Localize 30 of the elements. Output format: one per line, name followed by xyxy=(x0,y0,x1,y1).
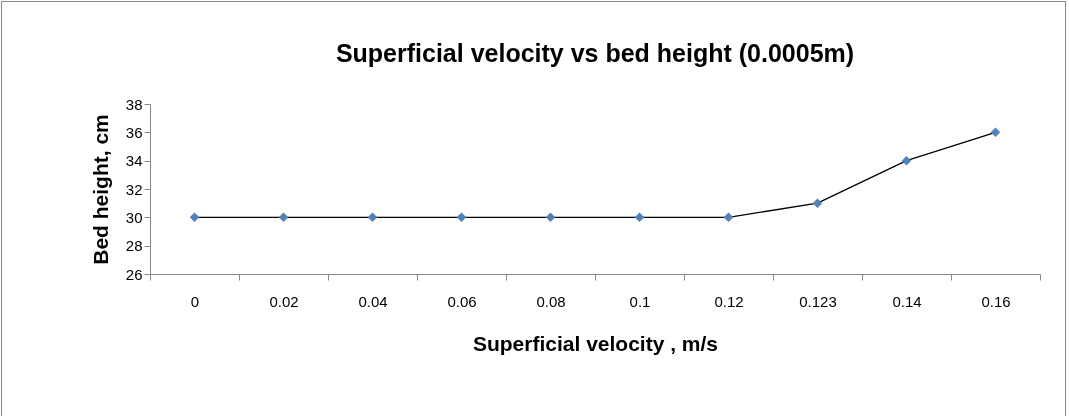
y-tick-label: 34 xyxy=(125,152,143,170)
point xyxy=(367,212,378,223)
chart-title: Superficial velocity vs bed height (0.0005m) xyxy=(335,39,855,67)
x-tick-label: 0.08 xyxy=(536,292,566,310)
x-tick-label: 0 xyxy=(190,292,200,310)
y-tick-label: 26 xyxy=(125,265,143,283)
y-tick-label: 36 xyxy=(125,123,143,141)
y-tick-label: 30 xyxy=(125,208,143,226)
x-tick-label: 0.14 xyxy=(892,292,922,310)
x-axis-title: Superficial velocity , m/s xyxy=(472,331,719,355)
y-tick-label: 28 xyxy=(125,237,143,255)
point xyxy=(634,212,645,223)
point xyxy=(990,127,1001,138)
x-tick-label: 0.04 xyxy=(358,292,388,310)
point xyxy=(812,198,823,208)
x-tick-label: 0.12 xyxy=(714,292,744,310)
y-tick-label: 32 xyxy=(125,180,143,198)
x-tick-label: 0.1 xyxy=(629,292,651,310)
point xyxy=(189,212,200,223)
x-tick-label: 0.123 xyxy=(799,292,837,310)
point xyxy=(901,155,912,166)
point xyxy=(723,212,734,223)
point xyxy=(278,212,289,223)
point xyxy=(456,212,467,223)
y-axis-title: Bed height, cm xyxy=(88,114,112,265)
x-tick-label: 0.16 xyxy=(981,292,1011,310)
x-tick-label: 0.02 xyxy=(269,292,299,310)
point xyxy=(545,212,556,223)
y-tick-label: 38 xyxy=(125,95,143,113)
x-tick-label: 0.06 xyxy=(447,292,477,310)
